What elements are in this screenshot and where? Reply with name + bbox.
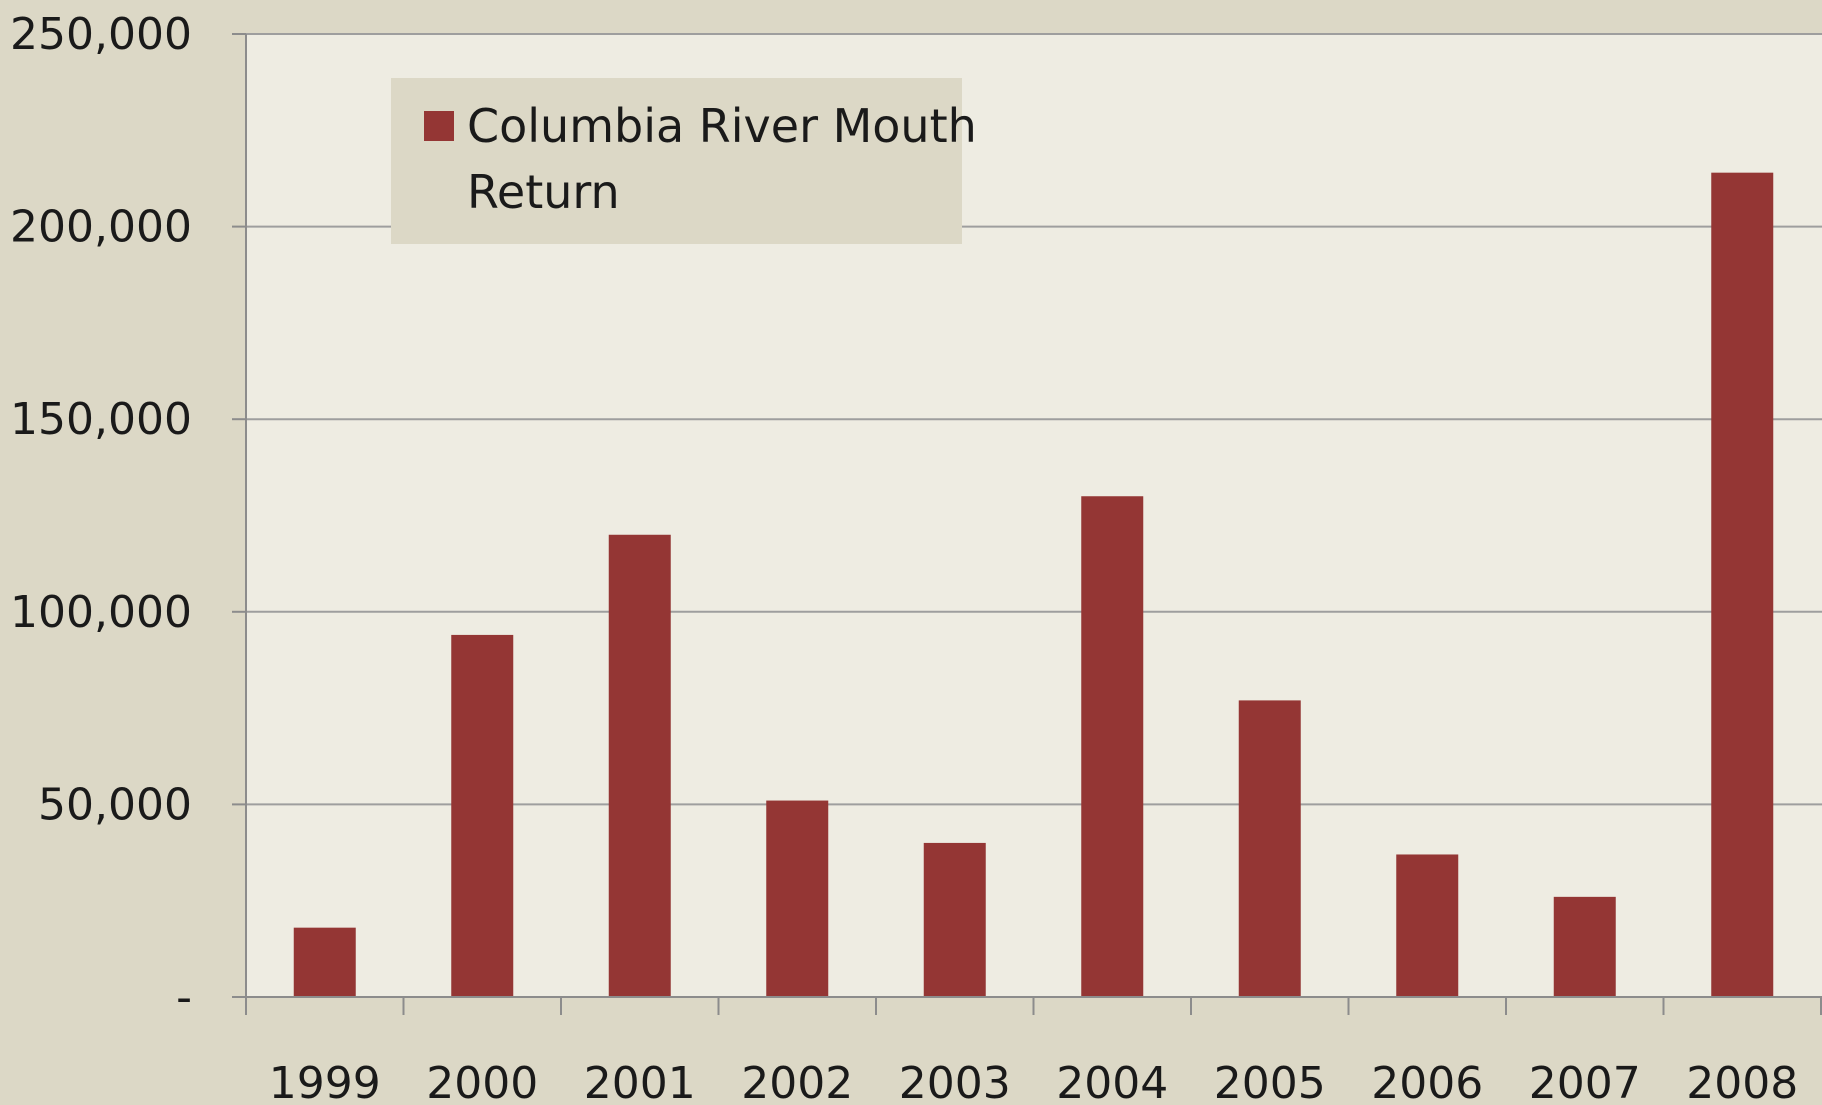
y-tick-label: 250,000 [10,9,192,60]
legend-box [391,78,962,244]
x-tick-label-2002: 2002 [741,1058,853,1105]
x-tick-label-2004: 2004 [1056,1058,1168,1105]
y-tick-label: 100,000 [10,587,192,638]
bars [293,172,1774,997]
x-tick-label-2001: 2001 [584,1058,696,1105]
x-tick-label-2007: 2007 [1529,1058,1641,1105]
bar-2003 [923,842,986,997]
x-tick-labels: 1999 2000 2001 2002 2003 2004 2005 2006 2007 2008 [269,1058,1798,1105]
bar-2001 [608,534,671,997]
x-tick-label-2006: 2006 [1371,1058,1483,1105]
y-tick-labels: - 50,000 100,000 150,000 200,000 250,000 [10,9,192,1023]
y-tick-label: 200,000 [10,202,192,253]
legend: Columbia River Mouth Return [391,78,977,244]
legend-label-line-1: Columbia River Mouth [467,99,977,153]
bar-2008 [1711,172,1774,997]
bar-2002 [766,800,829,997]
bar-2005 [1238,700,1301,997]
legend-swatch [424,111,454,141]
axes [232,33,1822,1015]
x-tick-label-2003: 2003 [899,1058,1011,1105]
legend-label-line-2: Return [467,165,620,219]
y-tick-label: - [176,972,192,1023]
bar-1999 [293,927,356,997]
x-tick-label-1999: 1999 [269,1058,381,1105]
x-tick-label-2008: 2008 [1686,1058,1798,1105]
y-tick-label: 150,000 [10,394,192,445]
bar-2006 [1396,854,1459,997]
bar-2000 [451,634,514,997]
x-tick-label-2005: 2005 [1214,1058,1326,1105]
bar-2004 [1081,496,1144,997]
bar-2007 [1553,896,1616,997]
y-tick-label: 50,000 [38,779,192,830]
x-tick-label-2000: 2000 [426,1058,538,1105]
